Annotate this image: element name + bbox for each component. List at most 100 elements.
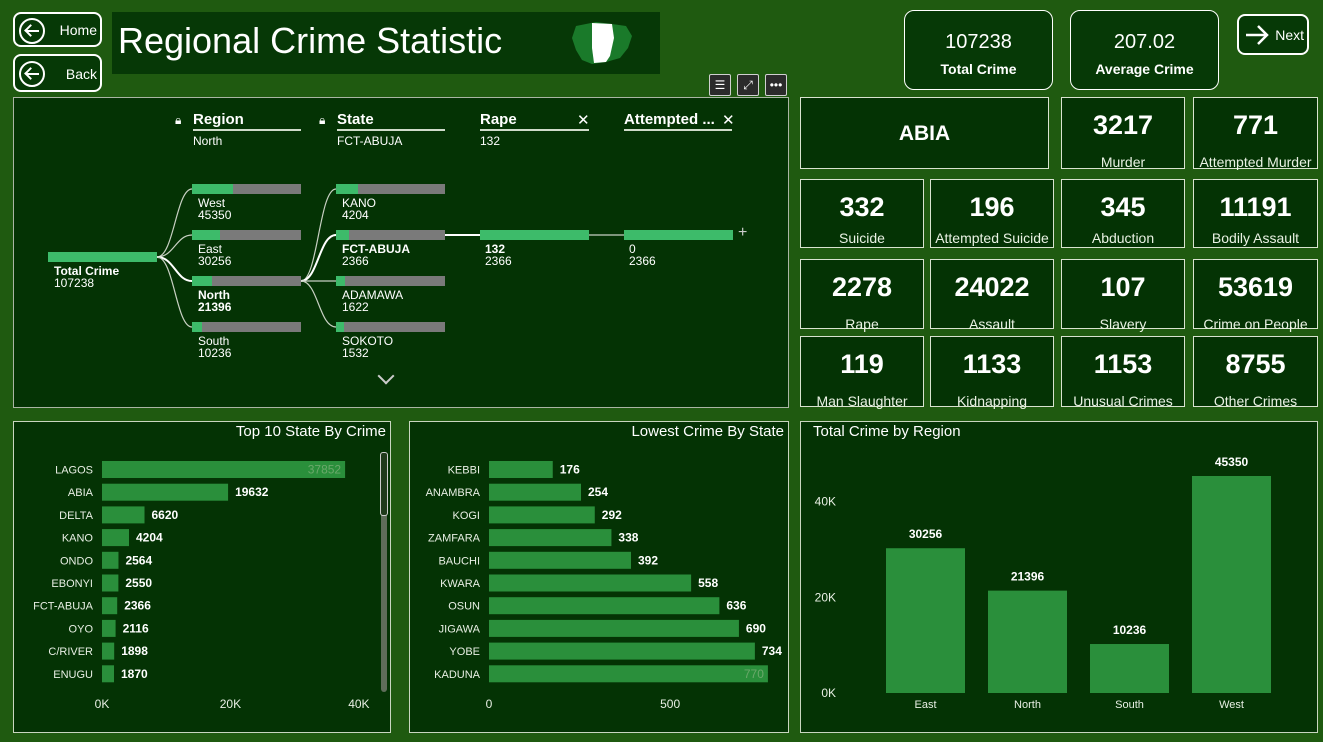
data-label: 690 bbox=[746, 621, 766, 635]
bar bbox=[489, 529, 612, 547]
category-label: KANO bbox=[62, 533, 94, 545]
bar bbox=[102, 483, 229, 501]
kpi-total-crime: 107238 Total Crime bbox=[904, 10, 1053, 90]
node-bar-attempted[interactable] bbox=[624, 230, 733, 240]
node-bar-sokoto[interactable] bbox=[336, 322, 445, 332]
close-icon[interactable]: ✕ bbox=[722, 112, 735, 129]
level-header-attempted[interactable]: Attempted ... bbox=[624, 111, 715, 128]
bar bbox=[102, 506, 145, 524]
node-fill bbox=[336, 322, 344, 332]
data-label: 734 bbox=[762, 644, 782, 658]
node-label: SOKOTO bbox=[342, 334, 394, 348]
category-label: OYO bbox=[69, 623, 94, 635]
back-label: Back bbox=[65, 66, 97, 82]
close-icon[interactable]: ✕ bbox=[577, 112, 590, 129]
node-value: 2366 bbox=[342, 254, 369, 268]
level-header-rape[interactable]: Rape bbox=[480, 111, 517, 128]
category-label: C/RIVER bbox=[48, 646, 93, 658]
data-label: 292 bbox=[602, 508, 622, 522]
bar bbox=[988, 590, 1067, 693]
category-label: KOGI bbox=[452, 510, 480, 522]
node-bar-adamawa[interactable] bbox=[336, 276, 445, 286]
decomposition-tree[interactable]: 🔒︎ Region North 🔒︎ State FCT-ABUJA Rape … bbox=[13, 97, 789, 408]
node-value: 21396 bbox=[198, 300, 232, 314]
node-label: KANO bbox=[342, 196, 377, 210]
level-header-region[interactable]: Region bbox=[193, 111, 244, 128]
node-bar-fct-abuja[interactable] bbox=[336, 230, 445, 240]
category-label: ONDO bbox=[60, 555, 93, 567]
region-chart-panel: Total Crime by Region 0K 20K 40K 30256 East 2… bbox=[800, 421, 1318, 733]
stat-label: Suicide bbox=[839, 230, 885, 246]
stat-label: Unusual Crimes bbox=[1073, 393, 1173, 409]
selected-state-value: ABIA bbox=[898, 122, 951, 145]
node-fill bbox=[624, 230, 733, 240]
node-bar-south[interactable] bbox=[192, 322, 301, 332]
level-header-state[interactable]: State bbox=[337, 111, 374, 128]
node-bar-total[interactable] bbox=[48, 252, 157, 262]
data-label: 19632 bbox=[235, 485, 269, 499]
data-label: 770 bbox=[744, 667, 764, 681]
level-selected-region: North bbox=[193, 134, 223, 148]
stat-card: 107 Slavery bbox=[1061, 259, 1185, 332]
stat-label: Other Crimes bbox=[1213, 393, 1298, 409]
next-button[interactable]: Next bbox=[1237, 14, 1309, 55]
node-value: 45350 bbox=[198, 208, 232, 222]
bar bbox=[489, 619, 739, 637]
home-label: Home bbox=[59, 22, 97, 38]
bar bbox=[886, 548, 965, 693]
level-underline bbox=[624, 129, 732, 131]
bar bbox=[102, 642, 115, 660]
data-label: 2550 bbox=[125, 576, 152, 590]
scrollbar-thumb[interactable] bbox=[380, 452, 388, 516]
data-label: 176 bbox=[560, 463, 580, 477]
expand-plus-icon[interactable]: + bbox=[738, 224, 748, 241]
scrollbar[interactable] bbox=[380, 452, 388, 692]
stat-card: 2278 Rape bbox=[800, 259, 924, 332]
data-label: 1870 bbox=[121, 667, 148, 681]
node-fill bbox=[336, 184, 358, 194]
data-label: 6620 bbox=[152, 508, 179, 522]
data-label: 45350 bbox=[1215, 455, 1249, 469]
bar bbox=[489, 642, 755, 660]
tick-label: 40K bbox=[348, 697, 369, 711]
category-label: ZAMFARA bbox=[428, 533, 481, 545]
node-bar-kano[interactable] bbox=[336, 184, 445, 194]
node-bar-rape[interactable] bbox=[480, 230, 589, 240]
back-button[interactable]: Back bbox=[13, 54, 102, 92]
node-value: 1532 bbox=[342, 346, 369, 360]
bar bbox=[102, 665, 115, 683]
stat-card: 345 Abduction bbox=[1061, 179, 1185, 248]
stat-value: 196 bbox=[969, 192, 1015, 222]
stat-value: 24022 bbox=[954, 272, 1030, 302]
stat-label: Man Slaughter bbox=[816, 393, 908, 409]
node-value: 30256 bbox=[198, 254, 232, 268]
node-bar-north[interactable] bbox=[192, 276, 301, 286]
category-label: LAGOS bbox=[55, 465, 93, 477]
filter-icon[interactable]: ☰ bbox=[709, 74, 731, 96]
node-bar-west[interactable] bbox=[192, 184, 301, 194]
category-label: KWARA bbox=[440, 578, 481, 590]
stat-value: 3217 bbox=[1092, 110, 1154, 140]
stat-value: 1133 bbox=[962, 349, 1022, 379]
node-bar-east[interactable] bbox=[192, 230, 301, 240]
arrow-right-icon bbox=[1246, 25, 1269, 45]
focus-mode-icon[interactable]: ⤢ bbox=[737, 74, 759, 96]
node-fill bbox=[192, 322, 202, 332]
stat-card: 3217 Murder bbox=[1061, 97, 1185, 170]
stat-label: Assault bbox=[969, 316, 1015, 332]
stat-label: Kidnapping bbox=[956, 393, 1028, 409]
nigeria-map-icon bbox=[572, 22, 632, 64]
stat-card: 119 Man Slaughter bbox=[800, 336, 924, 409]
node-label: 0 bbox=[629, 242, 636, 256]
home-button[interactable]: Home bbox=[13, 12, 102, 47]
stat-label: Attempted Suicide bbox=[935, 230, 1049, 246]
kpi-value: 207.02 bbox=[1113, 31, 1176, 53]
category-label: FCT-ABUJA bbox=[33, 601, 94, 613]
node-fill bbox=[480, 230, 589, 240]
data-label: 2366 bbox=[124, 599, 151, 613]
more-options-icon[interactable]: ••• bbox=[765, 74, 787, 96]
data-label: 2116 bbox=[123, 621, 149, 635]
stat-card: 332 Suicide bbox=[800, 179, 924, 248]
node-fill bbox=[336, 276, 345, 286]
node-fill bbox=[192, 184, 234, 194]
